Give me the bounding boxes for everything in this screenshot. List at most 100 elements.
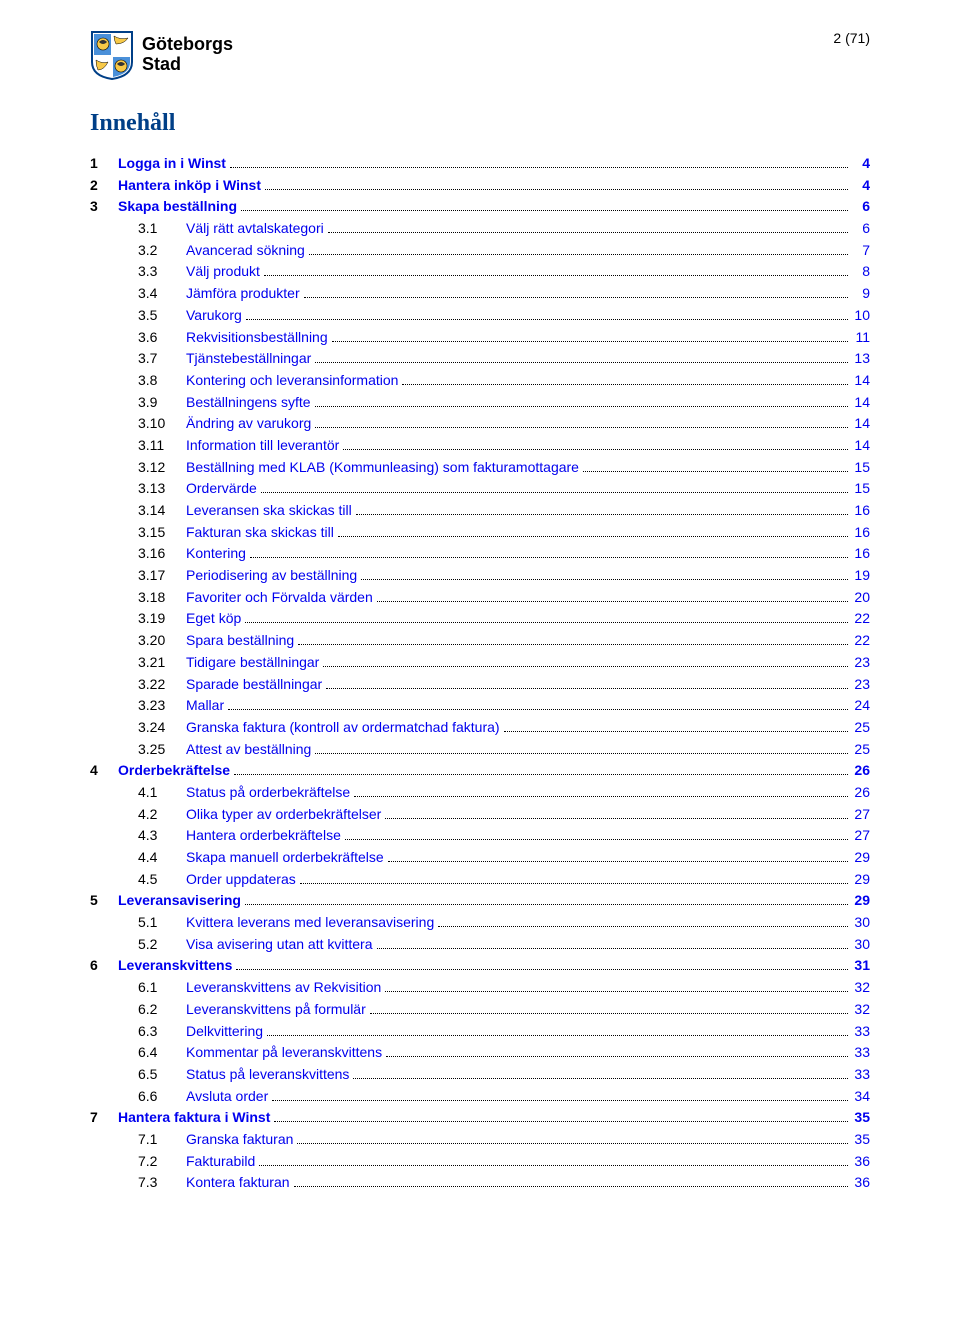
- toc-entry-page[interactable]: 33: [852, 1064, 870, 1086]
- toc-entry-page[interactable]: 9: [852, 283, 870, 305]
- toc-entry-page[interactable]: 29: [852, 847, 870, 869]
- toc-entry-link[interactable]: Leveransen ska skickas till: [186, 500, 352, 522]
- toc-entry-link[interactable]: Kvittera leverans med leveransavisering: [186, 912, 434, 934]
- toc-entry-page[interactable]: 35: [852, 1107, 870, 1129]
- toc-entry-page[interactable]: 32: [852, 999, 870, 1021]
- toc-entry-link[interactable]: Eget köp: [186, 608, 241, 630]
- toc-entry-link[interactable]: Sparade beställningar: [186, 674, 322, 696]
- toc-entry-page[interactable]: 20: [852, 587, 870, 609]
- toc-entry-link[interactable]: Fakturan ska skickas till: [186, 522, 334, 544]
- toc-entry-link[interactable]: Beställningens syfte: [186, 392, 311, 414]
- toc-entry-page[interactable]: 30: [852, 912, 870, 934]
- toc-entry-page[interactable]: 10: [852, 305, 870, 327]
- toc-entry-page[interactable]: 29: [852, 890, 870, 912]
- toc-entry-page[interactable]: 26: [852, 782, 870, 804]
- toc-entry-link[interactable]: Kontering: [186, 543, 246, 565]
- toc-entry-page[interactable]: 14: [852, 392, 870, 414]
- toc-entry-page[interactable]: 23: [852, 652, 870, 674]
- toc-entry-link[interactable]: Status på leveranskvittens: [186, 1064, 349, 1086]
- toc-entry-page[interactable]: 8: [852, 261, 870, 283]
- toc-entry-page[interactable]: 33: [852, 1021, 870, 1043]
- toc-entry-page[interactable]: 13: [852, 348, 870, 370]
- toc-entry-link[interactable]: Hantera orderbekräftelse: [186, 825, 341, 847]
- toc-entry-link[interactable]: Skapa beställning: [118, 196, 237, 218]
- toc-entry-link[interactable]: Visa avisering utan att kvittera: [186, 934, 373, 956]
- toc-entry-link[interactable]: Avancerad sökning: [186, 240, 305, 262]
- toc-entry-page[interactable]: 4: [852, 153, 870, 175]
- toc-entry-link[interactable]: Information till leverantör: [186, 435, 339, 457]
- toc-entry-link[interactable]: Beställning med KLAB (Kommunleasing) som…: [186, 457, 579, 479]
- toc-entry-page[interactable]: 19: [852, 565, 870, 587]
- toc-entry-link[interactable]: Kontera fakturan: [186, 1172, 290, 1194]
- toc-entry-link[interactable]: Kommentar på leveranskvittens: [186, 1042, 382, 1064]
- toc-entry-link[interactable]: Hantera faktura i Winst: [118, 1107, 270, 1129]
- toc-entry-page[interactable]: 25: [852, 739, 870, 761]
- toc-entry-link[interactable]: Välj produkt: [186, 261, 260, 283]
- toc-entry-link[interactable]: Favoriter och Förvalda värden: [186, 587, 373, 609]
- toc-entry-page[interactable]: 26: [852, 760, 870, 782]
- toc-entry-link[interactable]: Avsluta order: [186, 1086, 268, 1108]
- toc-entry-page[interactable]: 27: [852, 825, 870, 847]
- toc-entry-link[interactable]: Kontering och leveransinformation: [186, 370, 398, 392]
- toc-entry-page[interactable]: 22: [852, 608, 870, 630]
- toc-entry-page[interactable]: 15: [852, 457, 870, 479]
- toc-entry-link[interactable]: Spara beställning: [186, 630, 294, 652]
- toc-entry-link[interactable]: Leveranskvittens av Rekvisition: [186, 977, 381, 999]
- toc-entry-number: 4: [90, 760, 118, 782]
- toc-entry-link[interactable]: Status på orderbekräftelse: [186, 782, 350, 804]
- toc-entry-link[interactable]: Attest av beställning: [186, 739, 311, 761]
- toc-entry-link[interactable]: Periodisering av beställning: [186, 565, 357, 587]
- toc-entry-page[interactable]: 16: [852, 500, 870, 522]
- toc-entry-link[interactable]: Skapa manuell orderbekräftelse: [186, 847, 384, 869]
- toc-entry-page[interactable]: 11: [852, 327, 870, 349]
- toc-entry-page[interactable]: 25: [852, 717, 870, 739]
- toc-entry-page[interactable]: 16: [852, 522, 870, 544]
- toc-entry-page[interactable]: 23: [852, 674, 870, 696]
- toc-entry-page[interactable]: 16: [852, 543, 870, 565]
- toc-entry: 3.3Välj produkt8: [90, 261, 870, 283]
- toc-entry-page[interactable]: 14: [852, 370, 870, 392]
- toc-entry-link[interactable]: Ordervärde: [186, 478, 257, 500]
- toc-entry-link[interactable]: Delkvittering: [186, 1021, 263, 1043]
- toc-entry-link[interactable]: Varukorg: [186, 305, 242, 327]
- toc-entry-page[interactable]: 31: [852, 955, 870, 977]
- toc-entry-page[interactable]: 30: [852, 934, 870, 956]
- toc-entry-link[interactable]: Tjänstebeställningar: [186, 348, 311, 370]
- toc-entry-link[interactable]: Orderbekräftelse: [118, 760, 230, 782]
- toc-entry-link[interactable]: Granska fakturan: [186, 1129, 293, 1151]
- toc-entry-page[interactable]: 32: [852, 977, 870, 999]
- toc-entry-page[interactable]: 27: [852, 804, 870, 826]
- toc-entry-page[interactable]: 36: [852, 1151, 870, 1173]
- toc-entry-page[interactable]: 34: [852, 1086, 870, 1108]
- toc-entry-page[interactable]: 36: [852, 1172, 870, 1194]
- toc-entry-link[interactable]: Rekvisitionsbeställning: [186, 327, 328, 349]
- toc-entry-link[interactable]: Order uppdateras: [186, 869, 296, 891]
- toc-entry-number: 3.13: [138, 478, 186, 500]
- toc-entry-link[interactable]: Hantera inköp i Winst: [118, 175, 261, 197]
- toc-entry-page[interactable]: 29: [852, 869, 870, 891]
- toc-entry-link[interactable]: Logga in i Winst: [118, 153, 226, 175]
- toc-entry-page[interactable]: 14: [852, 435, 870, 457]
- toc-entry-number: 6: [90, 955, 118, 977]
- toc-entry-link[interactable]: Tidigare beställningar: [186, 652, 319, 674]
- toc-entry-link[interactable]: Leveranskvittens: [118, 955, 232, 977]
- toc-entry-page[interactable]: 4: [852, 175, 870, 197]
- toc-entry-page[interactable]: 22: [852, 630, 870, 652]
- toc-entry-link[interactable]: Jämföra produkter: [186, 283, 300, 305]
- toc-entry-link[interactable]: Granska faktura (kontroll av ordermatcha…: [186, 717, 500, 739]
- toc-entry-link[interactable]: Välj rätt avtalskategori: [186, 218, 324, 240]
- toc-entry-page[interactable]: 35: [852, 1129, 870, 1151]
- toc-entry-link[interactable]: Leveranskvittens på formulär: [186, 999, 366, 1021]
- toc-entry-link[interactable]: Olika typer av orderbekräftelser: [186, 804, 381, 826]
- toc-entry-page[interactable]: 15: [852, 478, 870, 500]
- toc-entry-link[interactable]: Leveransavisering: [118, 890, 241, 912]
- toc-entry-link[interactable]: Ändring av varukorg: [186, 413, 311, 435]
- toc-entry-page[interactable]: 33: [852, 1042, 870, 1064]
- toc-entry-page[interactable]: 7: [852, 240, 870, 262]
- toc-entry-page[interactable]: 24: [852, 695, 870, 717]
- toc-entry-link[interactable]: Fakturabild: [186, 1151, 255, 1173]
- toc-entry-page[interactable]: 6: [852, 196, 870, 218]
- toc-entry-page[interactable]: 14: [852, 413, 870, 435]
- toc-entry-link[interactable]: Mallar: [186, 695, 224, 717]
- toc-entry-page[interactable]: 6: [852, 218, 870, 240]
